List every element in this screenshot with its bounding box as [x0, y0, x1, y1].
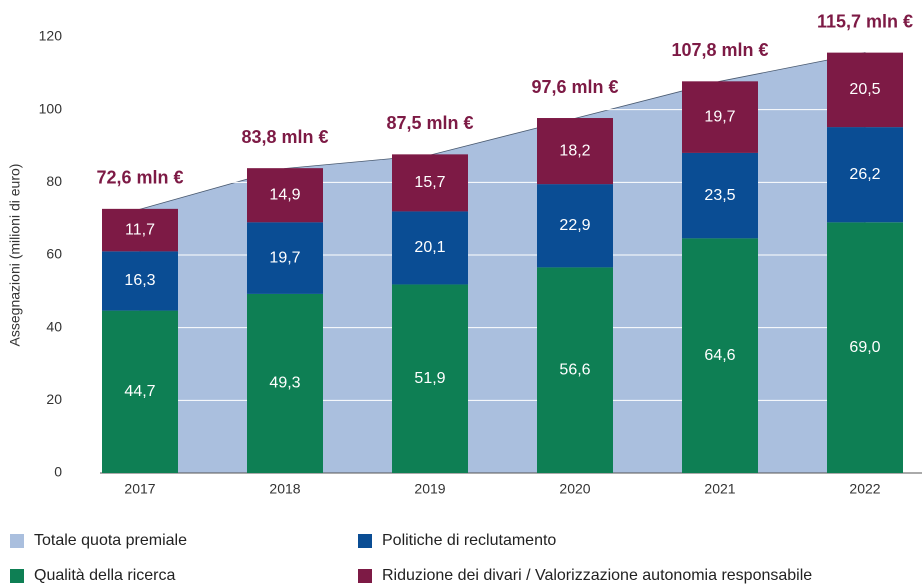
value-label: 20,1 — [414, 239, 445, 256]
x-tick-label: 2021 — [704, 481, 735, 497]
value-label: 69,0 — [849, 339, 880, 356]
bar-segment — [247, 168, 323, 223]
bar-segment — [392, 211, 468, 285]
bar-segment — [537, 118, 613, 185]
value-label: 19,7 — [269, 249, 300, 266]
total-label: 107,8 mln € — [671, 40, 768, 60]
y-tick-label: 0 — [54, 464, 62, 480]
legend-swatch — [358, 534, 372, 548]
legend-swatch — [10, 534, 24, 548]
value-label: 56,6 — [559, 361, 590, 378]
total-label: 97,6 mln € — [531, 77, 618, 97]
y-tick-label: 80 — [46, 173, 62, 189]
x-tick-label: 2022 — [849, 481, 880, 497]
y-tick-label: 40 — [46, 318, 62, 334]
value-label: 64,6 — [704, 347, 735, 364]
bar-segment — [102, 310, 178, 473]
bar-segment — [537, 184, 613, 268]
bar-segment — [247, 222, 323, 294]
value-label: 44,7 — [124, 383, 155, 400]
legend-label: Qualità della ricerca — [34, 567, 176, 584]
y-axis-title: Assegnazioni (milioni di euro) — [7, 164, 23, 347]
value-label: 14,9 — [269, 186, 300, 203]
value-label: 51,9 — [414, 370, 445, 387]
total-label: 72,6 mln € — [96, 168, 183, 188]
value-label: 49,3 — [269, 375, 300, 392]
value-label: 11,7 — [125, 221, 155, 238]
total-label: 83,8 mln € — [241, 127, 328, 147]
y-tick-label: 60 — [46, 246, 62, 262]
value-label: 20,5 — [849, 81, 880, 98]
total-label: 87,5 mln € — [386, 113, 473, 133]
bar-segment — [827, 222, 903, 473]
legend-swatch — [358, 569, 372, 583]
bar-segment — [682, 81, 758, 153]
y-tick-label: 100 — [39, 100, 63, 116]
bar-segment — [392, 284, 468, 473]
legend-label: Riduzione dei divari / Valorizzazione au… — [382, 567, 812, 584]
bar-segment — [102, 208, 178, 252]
total-label: 115,7 mln € — [817, 11, 913, 31]
bar-segment — [682, 152, 758, 239]
bar-segment — [682, 238, 758, 473]
y-tick-label: 20 — [46, 391, 62, 407]
value-label: 16,3 — [124, 272, 155, 289]
value-label: 15,7 — [414, 174, 445, 191]
value-label: 22,9 — [559, 217, 590, 234]
value-label: 26,2 — [849, 166, 880, 183]
y-tick-label: 120 — [39, 28, 63, 44]
legend-swatch — [10, 569, 24, 583]
value-label: 18,2 — [559, 142, 590, 159]
bar-segment — [247, 293, 323, 473]
bar-segment — [537, 267, 613, 473]
bar-segment — [392, 154, 468, 212]
value-label: 19,7 — [704, 108, 735, 125]
x-tick-label: 2020 — [559, 481, 590, 497]
x-tick-label: 2017 — [124, 481, 155, 497]
value-label: 23,5 — [704, 187, 735, 204]
legend-label: Totale quota premiale — [34, 532, 187, 549]
legend-label: Politiche di reclutamento — [382, 532, 556, 549]
bar-segment — [827, 52, 903, 128]
x-tick-label: 2019 — [414, 481, 445, 497]
x-tick-label: 2018 — [269, 481, 300, 497]
bar-segment — [102, 251, 178, 311]
bar-segment — [827, 127, 903, 223]
